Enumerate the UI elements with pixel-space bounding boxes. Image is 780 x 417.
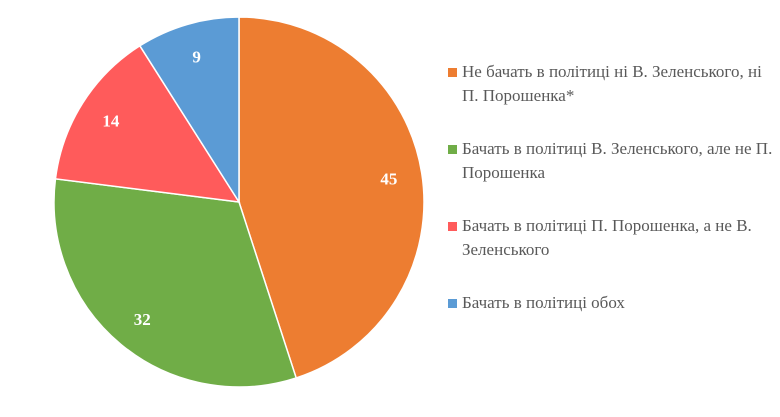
legend-item: Не бачать в політиці ні В. Зеленського, …	[448, 60, 778, 108]
pie-slice	[54, 44, 241, 203]
pie-slice	[238, 16, 425, 379]
pie-slice	[138, 16, 240, 205]
legend-swatch	[448, 68, 457, 77]
data-label: 32	[134, 310, 151, 329]
legend-item: Бачать в політиці П. Порошенка, а не В. …	[448, 214, 778, 262]
legend-item: Бачать в політиці обох	[448, 291, 778, 315]
legend-item: Бачать в політиці В. Зеленського, але не…	[448, 137, 778, 185]
legend-swatch	[448, 299, 457, 308]
legend-swatch	[448, 145, 457, 154]
pie-slice	[53, 177, 298, 388]
data-label: 14	[102, 112, 120, 131]
legend-label: Бачать в політиці В. Зеленського, але не…	[462, 139, 773, 182]
data-label: 9	[192, 47, 201, 66]
legend-label: Не бачать в політиці ні В. Зеленського, …	[462, 62, 762, 105]
legend: Не бачать в політиці ні В. Зеленського, …	[448, 60, 778, 344]
pie-chart: 45 32 14 9	[53, 16, 425, 388]
legend-swatch	[448, 222, 457, 231]
data-label: 45	[380, 169, 397, 188]
legend-label: Бачать в політиці П. Порошенка, а не В. …	[462, 216, 752, 259]
legend-label: Бачать в політиці обох	[462, 293, 625, 312]
